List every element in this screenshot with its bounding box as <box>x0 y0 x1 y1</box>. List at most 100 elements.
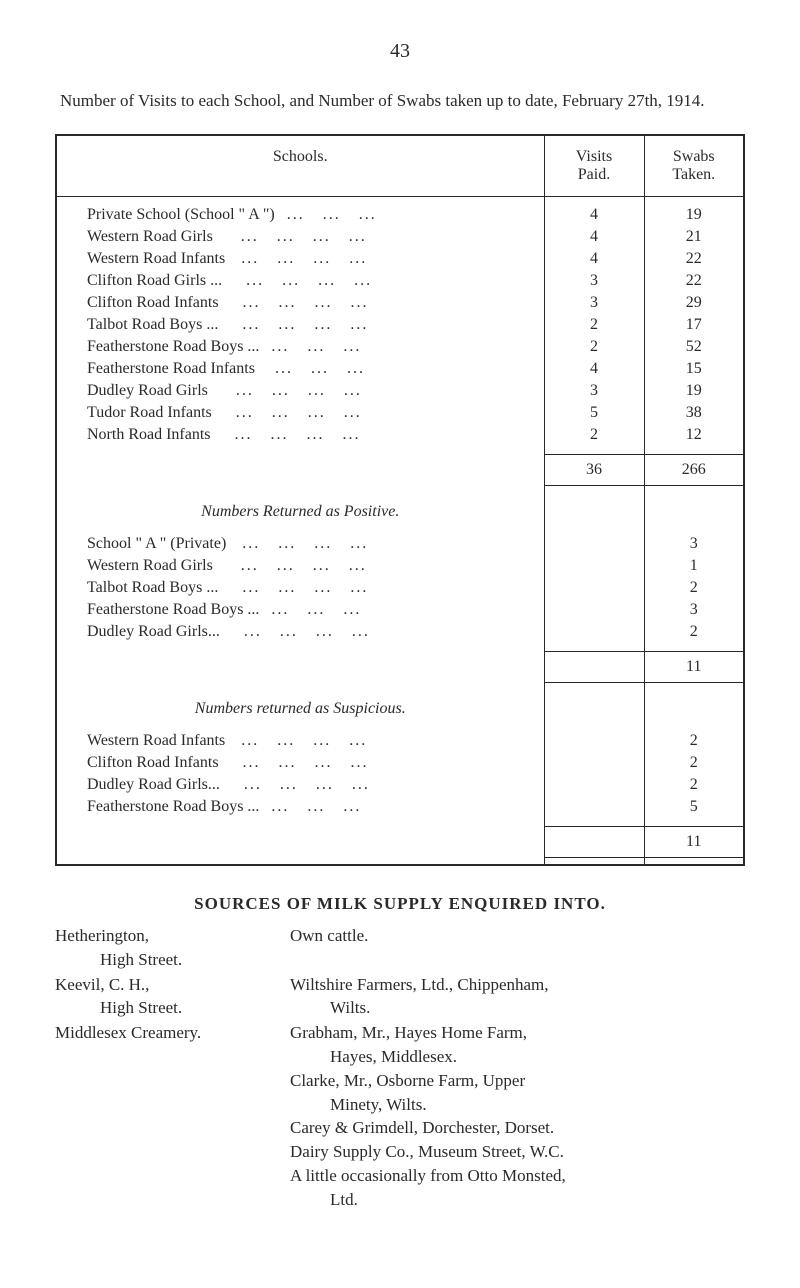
source-item: Middlesex Creamery. Grabham, Mr., Hayes … <box>55 1021 745 1211</box>
table-row: Western Road Girls ... ... ... ... 1 <box>56 555 744 577</box>
total-swabs: 11 <box>644 826 744 857</box>
visits-cell <box>544 599 644 621</box>
visits-cell <box>544 752 644 774</box>
swabs-cell: 21 <box>644 226 744 248</box>
swabs-cell: 2 <box>644 577 744 599</box>
table-row: Talbot Road Boys ... ... ... ... ... 2 1… <box>56 314 744 336</box>
source-item: Hetherington, High Street. Own cattle. <box>55 924 745 972</box>
table-row: Clifton Road Infants ... ... ... ... 3 2… <box>56 292 744 314</box>
sources-title: SOURCES OF MILK SUPPLY ENQUIRED INTO. <box>55 894 745 914</box>
visits-cell <box>544 796 644 818</box>
section-title: Numbers Returned as Positive. <box>56 485 544 533</box>
total-row: 11 <box>56 826 744 857</box>
swabs-cell: 5 <box>644 796 744 818</box>
table-row: Talbot Road Boys ... ... ... ... ... 2 <box>56 577 744 599</box>
school-name: Western Road Infants <box>87 732 225 749</box>
swabs-cell: 12 <box>644 424 744 446</box>
source-detail: A little occasionally from Otto Monsted, <box>290 1164 745 1188</box>
header-visits: VisitsPaid. <box>544 135 644 197</box>
school-name: Talbot Road Boys ... <box>87 579 218 596</box>
school-name: Clifton Road Girls ... <box>87 272 222 289</box>
school-name: North Road Infants <box>87 426 211 443</box>
table-row: Dudley Road Girls... ... ... ... ... 2 <box>56 621 744 643</box>
swabs-cell: 2 <box>644 621 744 643</box>
main-title: Number of Visits to each School, and Num… <box>55 88 745 114</box>
table-row: Dudley Road Girls ... ... ... ... 3 19 <box>56 380 744 402</box>
table-row: Tudor Road Infants ... ... ... ... 5 38 <box>56 402 744 424</box>
supplier-name: Keevil, C. H., <box>55 973 290 997</box>
visits-cell: 3 <box>544 380 644 402</box>
school-name: Dudley Road Girls... <box>87 623 220 640</box>
school-name: Western Road Infants <box>87 250 225 267</box>
visits-cell <box>544 730 644 752</box>
source-detail: Ltd. <box>290 1188 745 1212</box>
section-title: Numbers returned as Suspicious. <box>56 682 544 730</box>
table-row: Featherstone Road Boys ... ... ... ... 3 <box>56 599 744 621</box>
school-name: Talbot Road Boys ... <box>87 316 218 333</box>
source-detail: Clarke, Mr., Osborne Farm, Upper <box>290 1069 745 1093</box>
visits-cell <box>544 774 644 796</box>
table-row: Dudley Road Girls... ... ... ... ... 2 <box>56 774 744 796</box>
swabs-cell: 22 <box>644 270 744 292</box>
source-detail: Carey & Grimdell, Dorchester, Dorset. <box>290 1116 745 1140</box>
visits-cell: 4 <box>544 204 644 226</box>
source-detail: Wiltshire Farmers, Ltd., Chippenham, <box>290 973 745 997</box>
total-swabs: 11 <box>644 651 744 682</box>
swabs-cell: 2 <box>644 774 744 796</box>
supplier-address: High Street. <box>55 948 290 972</box>
table-row: Featherstone Road Infants ... ... ... 4 … <box>56 358 744 380</box>
visits-cell: 4 <box>544 226 644 248</box>
swabs-cell: 2 <box>644 730 744 752</box>
section-header: Numbers Returned as Positive. <box>56 485 744 533</box>
school-name: Clifton Road Infants <box>87 754 219 771</box>
visits-cell: 3 <box>544 292 644 314</box>
table-row: School " A " (Private) ... ... ... ... 3 <box>56 533 744 555</box>
table-row: North Road Infants ... ... ... ... 2 12 <box>56 424 744 446</box>
school-name: Western Road Girls <box>87 228 213 245</box>
swabs-cell: 1 <box>644 555 744 577</box>
school-name: Tudor Road Infants <box>87 404 212 421</box>
table-row: Clifton Road Girls ... ... ... ... ... 3… <box>56 270 744 292</box>
table-row: Western Road Girls ... ... ... ... 4 21 <box>56 226 744 248</box>
table-row: Western Road Infants ... ... ... ... 2 <box>56 730 744 752</box>
school-name: Featherstone Road Boys ... <box>87 798 259 815</box>
supplier-address: High Street. <box>55 996 290 1020</box>
visits-cell <box>544 577 644 599</box>
visits-cell <box>544 555 644 577</box>
sources-section: SOURCES OF MILK SUPPLY ENQUIRED INTO. He… <box>55 894 745 1212</box>
total-visits <box>544 826 644 857</box>
table-row: Featherstone Road Boys ... ... ... ... 2… <box>56 336 744 358</box>
school-name: Dudley Road Girls... <box>87 776 220 793</box>
visits-cell: 5 <box>544 402 644 424</box>
header-schools: Schools. <box>56 135 544 197</box>
total-swabs: 266 <box>644 454 744 485</box>
swabs-cell: 38 <box>644 402 744 424</box>
swabs-cell: 15 <box>644 358 744 380</box>
source-detail: Minety, Wilts. <box>290 1093 745 1117</box>
school-name: Western Road Girls <box>87 557 213 574</box>
visits-cell <box>544 533 644 555</box>
visits-cell: 4 <box>544 248 644 270</box>
supplier-name: Hetherington, <box>55 924 290 948</box>
table-row: Private School (School " A ") ... ... ..… <box>56 204 744 226</box>
source-detail: Own cattle. <box>290 924 745 948</box>
schools-table: Schools. VisitsPaid. SwabsTaken. Private… <box>55 134 745 867</box>
section-header: Numbers returned as Suspicious. <box>56 682 744 730</box>
table-row: Western Road Infants ... ... ... ... 4 2… <box>56 248 744 270</box>
source-detail: Hayes, Middlesex. <box>290 1045 745 1069</box>
swabs-cell: 17 <box>644 314 744 336</box>
swabs-cell: 3 <box>644 533 744 555</box>
school-name: Dudley Road Girls <box>87 382 208 399</box>
visits-cell <box>544 621 644 643</box>
swabs-cell: 3 <box>644 599 744 621</box>
swabs-cell: 52 <box>644 336 744 358</box>
swabs-cell: 29 <box>644 292 744 314</box>
school-name: Private School (School " A ") <box>87 206 275 223</box>
source-detail: Grabham, Mr., Hayes Home Farm, <box>290 1021 745 1045</box>
total-row: 11 <box>56 651 744 682</box>
school-name: Featherstone Road Boys ... <box>87 338 259 355</box>
source-item: Keevil, C. H., High Street. Wiltshire Fa… <box>55 973 745 1021</box>
swabs-cell: 19 <box>644 380 744 402</box>
school-name: Featherstone Road Boys ... <box>87 601 259 618</box>
page-number: 43 <box>55 40 745 63</box>
